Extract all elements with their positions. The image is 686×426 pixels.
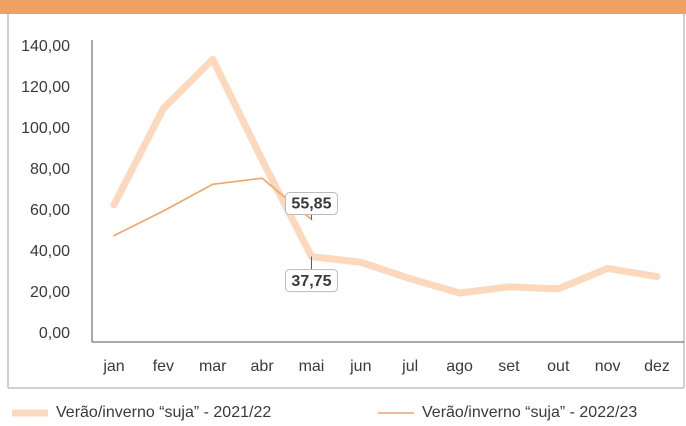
line-series: [110, 55, 661, 297]
x-tick-label: mai: [299, 358, 325, 375]
y-tick-label: 120,00: [21, 79, 70, 96]
x-tick-label: mar: [199, 358, 227, 375]
y-tick-label: 80,00: [30, 161, 70, 178]
legend-label: Verão/inverno “suja” - 2021/22: [56, 404, 271, 421]
top-bar: [0, 0, 686, 14]
label-box: [284, 192, 338, 216]
x-tick-label: fev: [153, 358, 174, 375]
y-tick-label: 60,00: [30, 202, 70, 219]
data-label: 55,85: [291, 196, 331, 213]
x-tick-label: jan: [102, 358, 124, 375]
x-tick-label: set: [498, 358, 520, 375]
x-tick-label: out: [547, 358, 570, 375]
legend-label: Verão/inverno “suja” - 2022/23: [422, 404, 637, 421]
y-tick-label: 20,00: [30, 284, 70, 301]
x-tick-label: jun: [349, 358, 371, 375]
x-tick-label: dez: [644, 358, 670, 375]
x-tick-label: ago: [446, 358, 473, 375]
data-label: 37,75: [291, 273, 331, 290]
x-tick-label: nov: [595, 358, 621, 375]
y-tick-label: 100,00: [21, 120, 70, 137]
y-tick-label: 40,00: [30, 243, 70, 260]
label-box: [284, 269, 338, 293]
x-tick-label: jul: [401, 358, 418, 375]
y-tick-label: 140,00: [21, 38, 70, 55]
y-tick-label: 0,00: [39, 325, 70, 342]
line-series: [113, 177, 313, 237]
x-tick-label: abr: [251, 358, 275, 375]
